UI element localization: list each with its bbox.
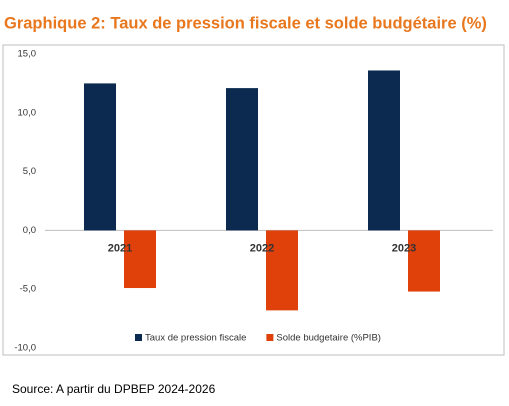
- chart-frame: [2, 44, 505, 356]
- bar: [124, 230, 156, 289]
- y-tick-label: -5,0: [20, 284, 36, 295]
- y-tick-label: 10,0: [18, 107, 37, 118]
- legend-swatch: [266, 334, 274, 341]
- chart-title: Graphique 2: Taux de pression fiscale et…: [4, 14, 487, 32]
- y-tick-label: 5,0: [23, 166, 36, 177]
- bar: [84, 83, 116, 231]
- legend-label: Taux de pression fiscale: [145, 333, 246, 344]
- bar: [266, 230, 298, 311]
- x-tick-label: 2023: [392, 242, 416, 254]
- bar: [368, 70, 400, 231]
- y-tick-label: 15,0: [18, 49, 37, 60]
- legend-swatch: [135, 334, 142, 341]
- y-tick-label: -10,0: [14, 343, 36, 354]
- y-tick-label: 0,0: [23, 225, 36, 236]
- x-tick-label: 2021: [108, 242, 132, 254]
- x-tick-label: 2022: [250, 242, 274, 254]
- bar: [408, 230, 440, 292]
- legend-label: Solde budgetaire (%PIB): [276, 333, 381, 344]
- source-note: Source: A partir du DPBEP 2024-2026: [12, 382, 216, 396]
- bar: [226, 88, 258, 231]
